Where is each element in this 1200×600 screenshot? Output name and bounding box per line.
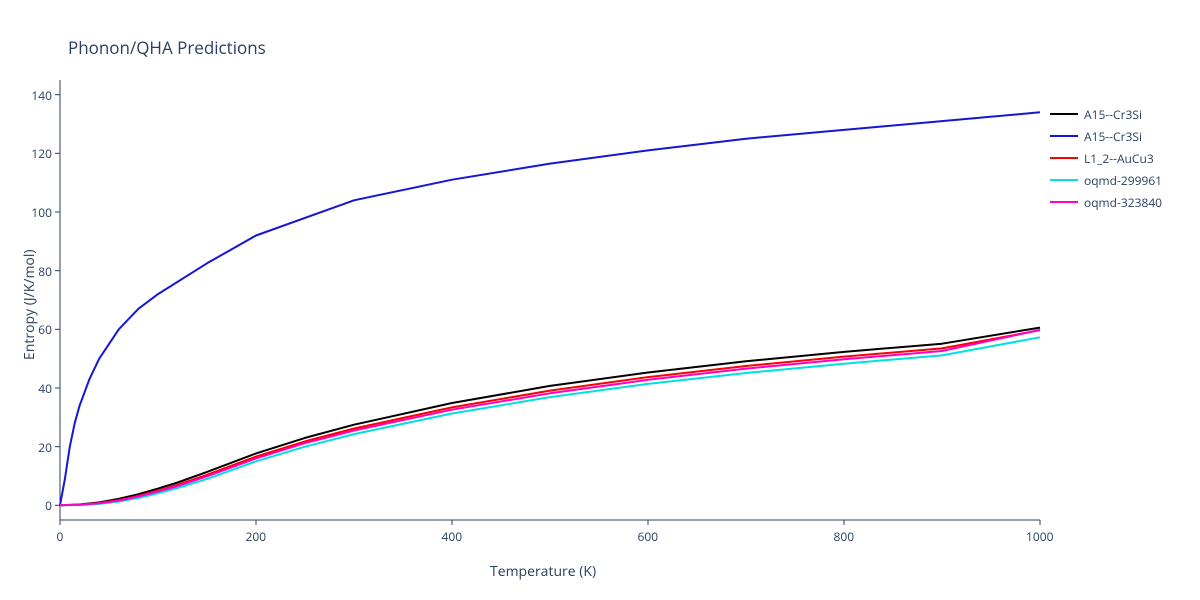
x-tick-label: 400 — [442, 528, 463, 545]
legend-item[interactable]: L1_2--AuCu3 — [1050, 148, 1162, 168]
x-tick-label: 800 — [834, 528, 855, 545]
legend-label: A15--Cr3Si — [1084, 106, 1142, 123]
x-tick-label: 0 — [57, 528, 64, 545]
legend-item[interactable]: A15--Cr3Si — [1050, 126, 1162, 146]
x-tick-label: 1000 — [1026, 528, 1053, 545]
legend-item[interactable]: A15--Cr3Si — [1050, 104, 1162, 124]
y-tick-label: 0 — [22, 497, 52, 514]
chart-plot[interactable] — [0, 0, 1200, 600]
legend-swatch — [1050, 113, 1078, 115]
y-tick-label: 60 — [22, 321, 52, 338]
legend-label: oqmd-299961 — [1084, 172, 1162, 189]
y-tick-label: 100 — [22, 204, 52, 221]
y-tick-label: 20 — [22, 439, 52, 456]
legend-label: A15--Cr3Si — [1084, 128, 1142, 145]
legend-item[interactable]: oqmd-323840 — [1050, 192, 1162, 212]
legend-swatch — [1050, 135, 1078, 137]
x-tick-label: 200 — [246, 528, 267, 545]
y-tick-label: 120 — [22, 145, 52, 162]
legend-swatch — [1050, 157, 1078, 159]
y-tick-label: 40 — [22, 380, 52, 397]
legend-swatch — [1050, 179, 1078, 181]
legend-label: L1_2--AuCu3 — [1084, 150, 1154, 167]
x-tick-label: 600 — [638, 528, 659, 545]
legend-item[interactable]: oqmd-299961 — [1050, 170, 1162, 190]
legend-label: oqmd-323840 — [1084, 194, 1162, 211]
chart-container: Phonon/QHA Predictions Temperature (K) E… — [0, 0, 1200, 600]
legend[interactable]: A15--Cr3Si A15--Cr3Si L1_2--AuCu3 oqmd-2999… — [1050, 104, 1162, 214]
x-axis-label: Temperature (K) — [490, 562, 596, 581]
legend-swatch — [1050, 201, 1078, 203]
y-tick-label: 80 — [22, 263, 52, 280]
chart-title: Phonon/QHA Predictions — [68, 36, 266, 59]
y-tick-label: 140 — [22, 87, 52, 104]
